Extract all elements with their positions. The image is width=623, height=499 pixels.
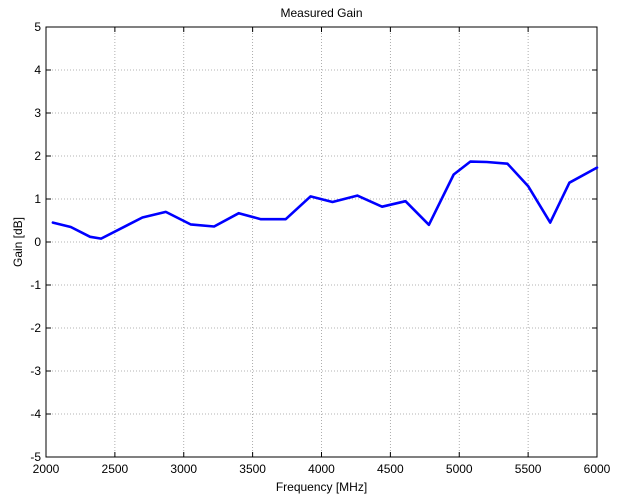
x-tick-label: 4500: [377, 462, 404, 476]
grid: [46, 27, 597, 457]
x-axis: 2000 2500 3000 3500 4000 4500 5000 5500 6000: [33, 27, 611, 476]
y-axis-label: Gain [dB]: [11, 217, 25, 267]
x-tick-label: 3000: [170, 462, 197, 476]
series-group: [51, 160, 599, 240]
y-tick-label: 1: [34, 192, 41, 206]
y-tick-label: 0: [34, 235, 41, 249]
y-tick-label: 2: [34, 149, 41, 163]
x-tick-label: 5000: [446, 462, 473, 476]
series-line: [51, 160, 599, 240]
x-tick-label: 2000: [33, 462, 60, 476]
y-tick-label: 4: [34, 63, 41, 77]
chart-title: Measured Gain: [280, 6, 362, 20]
x-tick-label: 5500: [515, 462, 542, 476]
y-tick-label: 3: [34, 106, 41, 120]
y-tick-label: -3: [30, 364, 41, 378]
y-axis: -5 -4 -3 -2 -1 0 1 2 3 4 5: [30, 20, 597, 464]
x-axis-label: Frequency [MHz]: [276, 480, 367, 494]
x-tick-label: 6000: [584, 462, 611, 476]
y-tick-label: -1: [30, 278, 41, 292]
x-tick-label: 2500: [102, 462, 129, 476]
x-tick-label: 4000: [308, 462, 335, 476]
y-tick-label: 5: [34, 20, 41, 34]
y-tick-label: -4: [30, 407, 41, 421]
y-tick-label: -5: [30, 450, 41, 464]
y-tick-label: -2: [30, 321, 41, 335]
x-tick-label: 3500: [239, 462, 266, 476]
